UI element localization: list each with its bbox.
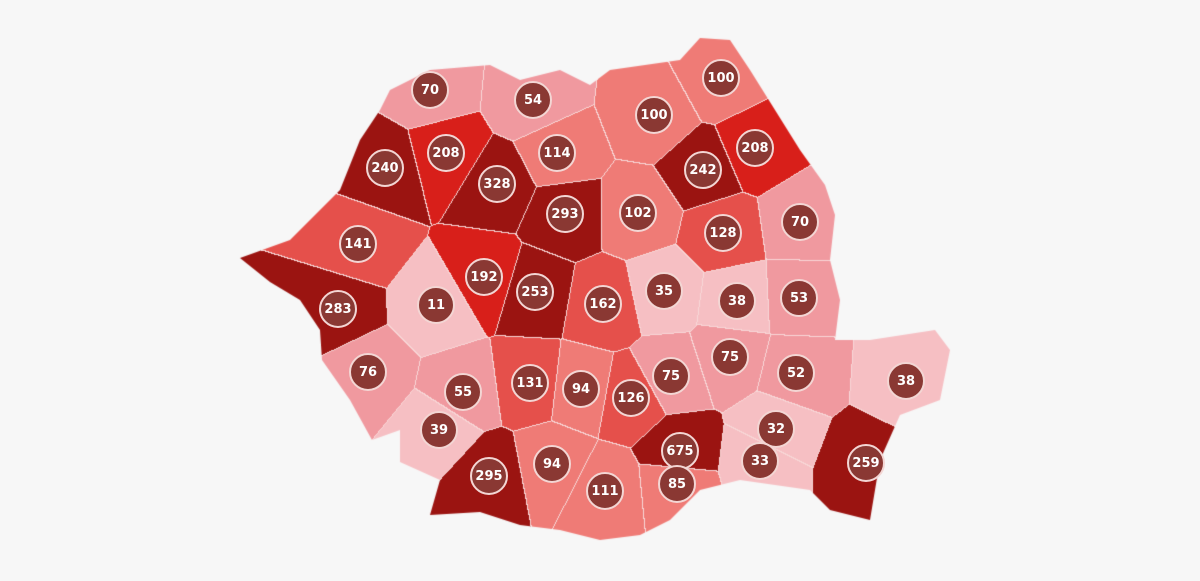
county-value-badge: 240 — [366, 149, 404, 187]
county-value-badge: 76 — [349, 353, 387, 391]
county-value-badge: 33 — [741, 442, 779, 480]
county-value-badge: 85 — [658, 465, 696, 503]
county-value-badge: 38 — [887, 362, 925, 400]
county-value-badge: 11 — [417, 286, 455, 324]
county-value-badge: 242 — [684, 151, 722, 189]
county-value-badge: 126 — [612, 379, 650, 417]
county-value-badge: 102 — [619, 194, 657, 232]
county-value-badge: 70 — [781, 203, 819, 241]
county-value-badge: 253 — [516, 273, 554, 311]
county-value-badge: 208 — [427, 134, 465, 172]
county-value-badge: 293 — [546, 195, 584, 233]
county-value-badge: 55 — [444, 373, 482, 411]
county-value-badge: 100 — [702, 59, 740, 97]
county-value-badge: 53 — [780, 279, 818, 317]
county-value-badge: 52 — [777, 354, 815, 392]
county-value-badge: 208 — [736, 129, 774, 167]
county-value-badge: 39 — [420, 411, 458, 449]
county-value-badge: 162 — [584, 285, 622, 323]
county-value-badge: 192 — [465, 258, 503, 296]
county-value-badge: 94 — [533, 445, 571, 483]
county-value-badge: 75 — [652, 357, 690, 395]
county-value-badge: 100 — [635, 96, 673, 134]
county-value-badge: 328 — [478, 165, 516, 203]
county-value-badge: 32 — [757, 410, 795, 448]
county-value-badge: 54 — [514, 81, 552, 119]
county-value-badge: 131 — [511, 364, 549, 402]
county-value-badge: 38 — [718, 282, 756, 320]
county-value-badge: 70 — [411, 71, 449, 109]
county-value-badge: 283 — [319, 290, 357, 328]
county-value-badge: 111 — [586, 472, 624, 510]
county-value-badge: 141 — [339, 225, 377, 263]
county-value-badge: 128 — [704, 214, 742, 252]
county-value-badge: 94 — [562, 370, 600, 408]
county-value-badge: 259 — [847, 444, 885, 482]
county-value-badge: 295 — [470, 457, 508, 495]
county-value-badge: 675 — [661, 432, 699, 470]
county-value-badge: 114 — [538, 134, 576, 172]
county-value-badge: 35 — [645, 272, 683, 310]
county-value-badge: 75 — [711, 338, 749, 376]
